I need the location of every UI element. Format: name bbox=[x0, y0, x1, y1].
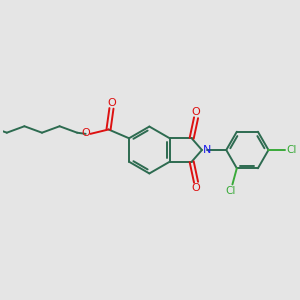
Text: O: O bbox=[81, 128, 90, 138]
Text: N: N bbox=[203, 145, 212, 155]
Text: O: O bbox=[192, 107, 200, 117]
Text: O: O bbox=[108, 98, 116, 107]
Text: Cl: Cl bbox=[226, 186, 236, 196]
Text: Cl: Cl bbox=[287, 145, 297, 155]
Text: O: O bbox=[192, 183, 200, 193]
